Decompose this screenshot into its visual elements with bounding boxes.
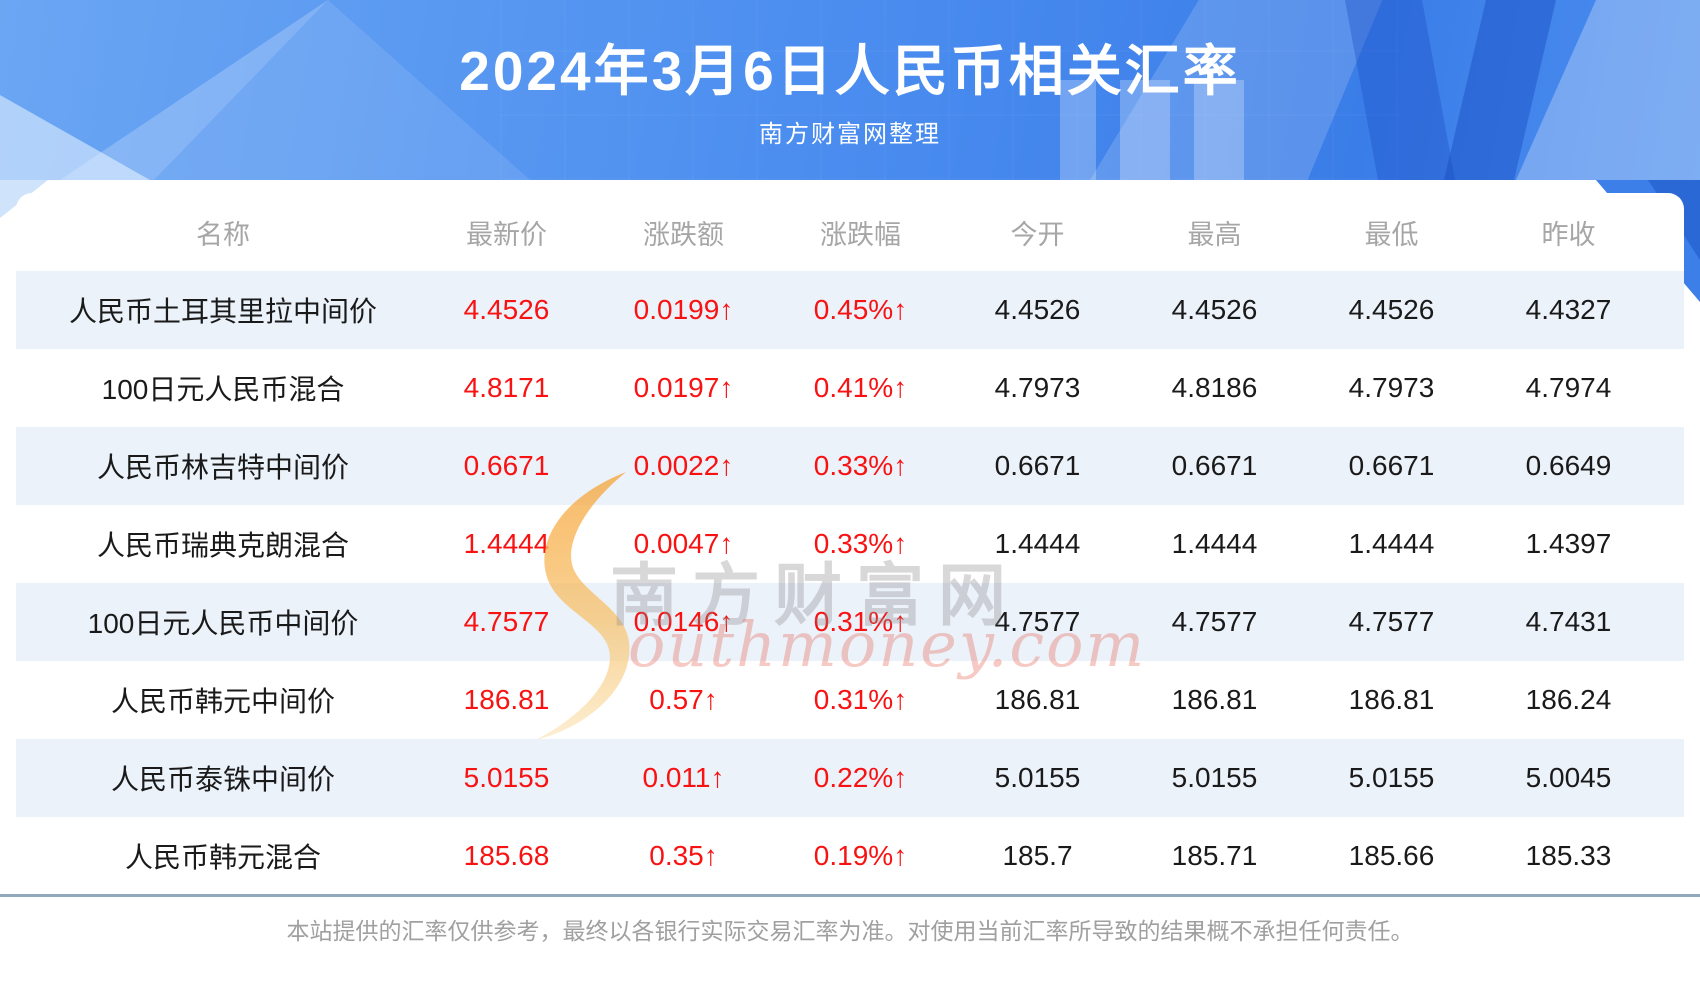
cell-low: 0.6671	[1348, 450, 1435, 481]
cell-latest_price: 5.0155	[463, 762, 550, 793]
cell-change_amount: 0.57↑	[649, 684, 718, 715]
table-row: 人民币土耳其里拉中间价 4.4526 0.0199↑ 0.45%↑ 4.4526 4.45…	[16, 271, 1684, 349]
cell-low: 1.4444	[1348, 528, 1435, 559]
cell-open: 1.4444	[994, 528, 1081, 559]
cell-prev_close: 4.7431	[1525, 606, 1612, 637]
cell-change_amount: 0.0022↑	[633, 450, 734, 481]
cell-name: 人民币瑞典克朗混合	[96, 530, 349, 561]
table-row: 人民币林吉特中间价 0.6671 0.0022↑ 0.33%↑ 0.6671 0.6671…	[16, 427, 1684, 505]
disclaimer-text: 本站提供的汇率仅供参考，最终以各银行实际交易汇率为准。对使用当前汇率所导致的结果…	[286, 918, 1414, 944]
table-row: 人民币韩元混合 185.68 0.35↑ 0.19%↑ 185.7 185.71 185.6…	[16, 817, 1684, 895]
cell-high: 186.81	[1171, 684, 1258, 715]
banner-grid-pattern	[500, 0, 1400, 180]
cell-high: 4.8186	[1171, 372, 1258, 403]
cell-prev_close: 186.24	[1525, 684, 1612, 715]
banner-decoration-bars	[1060, 80, 1280, 180]
column-header-open: 今开	[1010, 219, 1065, 250]
cell-change_pct: 0.22%↑	[813, 762, 908, 793]
column-header-high: 最高	[1187, 219, 1242, 250]
cell-latest_price: 4.8171	[463, 372, 550, 403]
cell-high: 4.4526	[1171, 294, 1258, 325]
column-header-change_pct: 涨跌幅	[820, 219, 901, 250]
cell-latest_price: 4.4526	[463, 294, 550, 325]
cell-latest_price: 4.7577	[463, 606, 550, 637]
table-row: 100日元人民币混合 4.8171 0.0197↑ 0.41%↑ 4.7973 4.818…	[16, 349, 1684, 427]
column-header-low: 最低	[1364, 219, 1419, 250]
cell-prev_close: 4.4327	[1525, 294, 1612, 325]
column-header-name: 名称	[196, 219, 250, 250]
cell-prev_close: 4.7974	[1525, 372, 1612, 403]
cell-open: 5.0155	[994, 762, 1081, 793]
page-title: 2024年3月6日人民币相关汇率	[459, 40, 1241, 102]
cell-change_amount: 0.0197↑	[633, 372, 734, 403]
cell-open: 4.4526	[994, 294, 1081, 325]
footer-divider	[0, 894, 1700, 897]
banner: 2024年3月6日人民币相关汇率 南方财富网整理	[0, 0, 1700, 180]
cell-name: 人民币土耳其里拉中间价	[68, 296, 377, 327]
cell-change_amount: 0.0146↑	[633, 606, 734, 637]
cell-open: 0.6671	[994, 450, 1081, 481]
cell-prev_close: 0.6649	[1525, 450, 1612, 481]
cell-open: 4.7577	[994, 606, 1081, 637]
cell-latest_price: 0.6671	[463, 450, 550, 481]
cell-high: 4.7577	[1171, 606, 1258, 637]
cell-change_amount: 0.0047↑	[633, 528, 734, 559]
cell-low: 4.7577	[1348, 606, 1435, 637]
cell-high: 0.6671	[1171, 450, 1258, 481]
cell-high: 185.71	[1171, 840, 1258, 871]
column-header-change_amount: 涨跌额	[643, 219, 724, 250]
table-row: 人民币韩元中间价 186.81 0.57↑ 0.31%↑ 186.81 186.81 186…	[16, 661, 1684, 739]
cell-prev_close: 1.4397	[1525, 528, 1612, 559]
cell-change_pct: 0.31%↑	[813, 684, 908, 715]
cell-open: 186.81	[994, 684, 1081, 715]
cell-name: 100日元人民币混合	[101, 374, 345, 405]
cell-latest_price: 186.81	[463, 684, 550, 715]
page-subtitle: 南方财富网整理	[759, 121, 941, 148]
cell-name: 人民币林吉特中间价	[96, 452, 349, 483]
cell-change_amount: 0.011↑	[642, 762, 725, 793]
cell-prev_close: 185.33	[1525, 840, 1612, 871]
cell-low: 186.81	[1348, 684, 1435, 715]
column-header-latest_price: 最新价	[466, 219, 547, 250]
cell-latest_price: 185.68	[463, 840, 550, 871]
cell-name: 人民币韩元中间价	[110, 686, 335, 717]
column-header-prev_close: 昨收	[1541, 219, 1596, 250]
table-header-row: 名称 最新价 涨跌额 涨跌幅 今开 最高 最低 昨收	[16, 193, 1684, 271]
cell-change_amount: 0.35↑	[649, 840, 718, 871]
cell-open: 185.7	[1002, 840, 1073, 871]
cell-change_pct: 0.45%↑	[813, 294, 908, 325]
cell-name: 100日元人民币中间价	[87, 608, 359, 639]
cell-low: 4.4526	[1348, 294, 1435, 325]
cell-latest_price: 1.4444	[463, 528, 550, 559]
cell-name: 人民币泰铢中间价	[110, 764, 335, 795]
cell-change_pct: 0.31%↑	[813, 606, 908, 637]
cell-low: 4.7973	[1348, 372, 1435, 403]
cell-high: 1.4444	[1171, 528, 1258, 559]
cell-change_pct: 0.41%↑	[813, 372, 908, 403]
cell-low: 185.66	[1348, 840, 1435, 871]
cell-prev_close: 5.0045	[1525, 762, 1612, 793]
table-row: 100日元人民币中间价 4.7577 0.0146↑ 0.31%↑ 4.7577 4.75…	[16, 583, 1684, 661]
table-row: 人民币泰铢中间价 5.0155 0.011↑ 0.22%↑ 5.0155 5.0155 5.…	[16, 739, 1684, 817]
cell-high: 5.0155	[1171, 762, 1258, 793]
cell-change_pct: 0.33%↑	[813, 528, 908, 559]
cell-change_pct: 0.19%↑	[813, 840, 908, 871]
cell-open: 4.7973	[994, 372, 1081, 403]
rates-table: 名称 最新价 涨跌额 涨跌幅 今开 最高 最低 昨收 人民币土耳其里拉中间价 4.4526 0.0…	[16, 193, 1684, 895]
cell-low: 5.0155	[1348, 762, 1435, 793]
cell-change_amount: 0.0199↑	[633, 294, 734, 325]
cell-change_pct: 0.33%↑	[813, 450, 908, 481]
table-body: 人民币土耳其里拉中间价 4.4526 0.0199↑ 0.45%↑ 4.4526 4.45…	[16, 271, 1684, 895]
cell-name: 人民币韩元混合	[124, 842, 321, 873]
table-row: 人民币瑞典克朗混合 1.4444 0.0047↑ 0.33%↑ 1.4444 1.4444…	[16, 505, 1684, 583]
